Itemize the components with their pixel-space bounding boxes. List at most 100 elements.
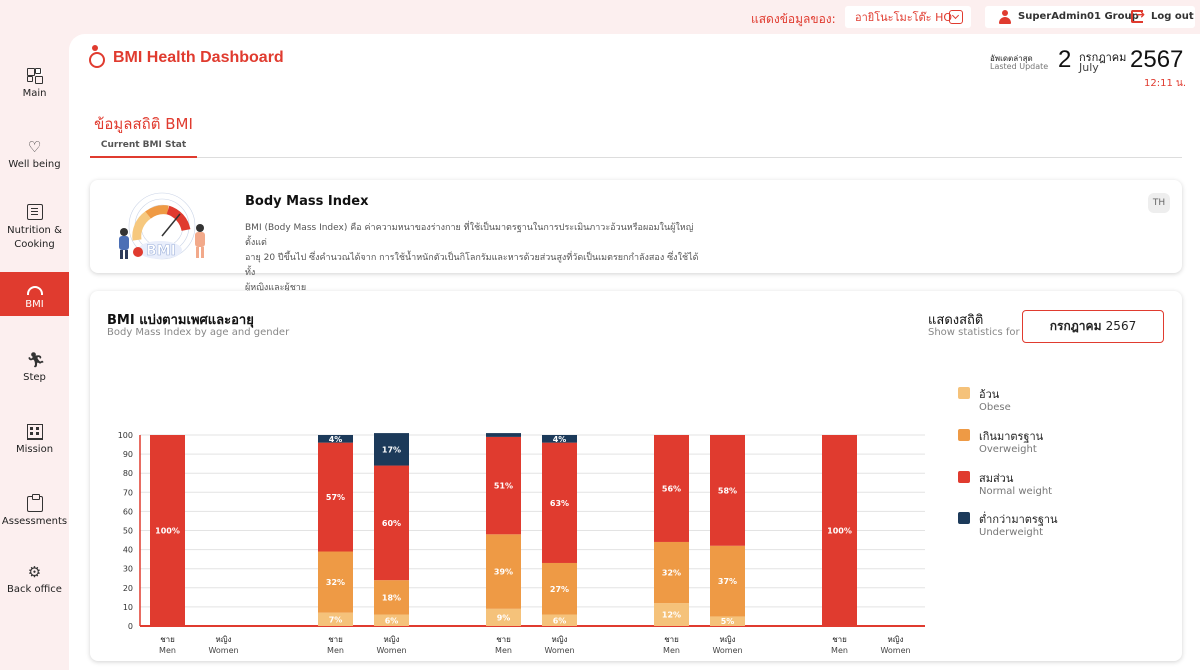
x-tick-label-en: Men <box>831 646 848 655</box>
sidebar-item-label: Nutrition & Cooking <box>7 225 62 250</box>
update-day: 2 <box>1058 46 1072 73</box>
update-year: 2567 <box>1130 46 1184 73</box>
building-icon <box>26 424 43 440</box>
data-label: 5% <box>721 617 735 626</box>
stat-label: แสดงสถิติ <box>928 313 984 328</box>
user-name[interactable]: SuperAdmin01 Group <box>1018 11 1139 22</box>
y-tick-label: 0 <box>128 622 133 631</box>
info-description: BMI (Body Mass Index) คือ ค่าความหนาของร… <box>245 221 705 296</box>
x-tick-label-en: Women <box>544 646 574 655</box>
x-tick-label-th: ชาย <box>832 635 847 644</box>
bar-segment-overweight <box>710 545 745 617</box>
bar-segment-obese <box>654 603 689 626</box>
bar-segment-overweight <box>486 534 521 609</box>
stat-sublabel: Show statistics for <box>928 327 1020 338</box>
sidebar-item-back-office[interactable]: ⚙ Back office <box>0 564 69 604</box>
clipboard-icon <box>26 494 43 512</box>
bar-segment-normal <box>150 435 185 626</box>
data-label: 57% <box>326 493 345 502</box>
tab-current-bmi-stat[interactable]: ข้อมูลสถิติ BMI Current BMI Stat <box>90 108 197 158</box>
update-time: 12:11 น. <box>1143 78 1186 89</box>
y-tick-label: 70 <box>123 488 133 497</box>
x-tick-label-en: Women <box>880 646 910 655</box>
company-select[interactable]: อายิโนะโมะโต๊ะ HO <box>845 6 971 28</box>
x-tick-label-th: หญิง <box>384 635 400 644</box>
chevron-down-icon <box>949 10 963 24</box>
y-tick-label: 90 <box>123 450 133 459</box>
legend-swatch <box>958 387 970 399</box>
data-label: 56% <box>662 484 681 493</box>
info-line: อายุ 20 ปีขึ้นไป ซึ่งคำนวณได้จาก การใช้น… <box>245 253 699 278</box>
x-tick-label-en: Men <box>327 646 344 655</box>
show-data-label: แสดงข้อมูลของ: <box>751 12 836 26</box>
data-label: 9% <box>497 613 511 622</box>
sidebar-item-step[interactable]: 🏃︎ Step <box>0 352 69 392</box>
bar-segment-obese <box>486 608 521 626</box>
data-label: 60% <box>382 519 401 528</box>
last-update-label-en: Lasted Update <box>990 62 1049 71</box>
legend-swatch <box>958 429 970 441</box>
data-label: 7% <box>329 615 343 624</box>
sidebar-item-label: BMI <box>25 299 44 310</box>
x-tick-label-th: หญิง <box>888 635 904 644</box>
data-label: 17% <box>382 445 401 454</box>
sidebar: Main ♡ Well being Nutrition & Cooking BM… <box>0 34 69 670</box>
sidebar-item-nutrition[interactable]: Nutrition & Cooking <box>0 204 69 254</box>
data-label: 18% <box>382 593 401 602</box>
sidebar-item-assessments[interactable]: Assessments <box>0 494 69 536</box>
main-content: BMI Health Dashboard อัพเดตล่าสุด Lasted… <box>69 34 1200 670</box>
bar-segment-overweight <box>318 551 353 613</box>
bar-segment-overweight <box>542 562 577 615</box>
update-month-en: July <box>1079 61 1099 74</box>
sidebar-item-label: Mission <box>15 444 54 455</box>
legend-label: สมส่วน <box>979 472 1014 485</box>
logout-button[interactable]: Log out <box>1151 11 1194 22</box>
x-tick-label-th: หญิง <box>552 635 568 644</box>
sidebar-item-label: Back office <box>7 584 62 595</box>
y-tick-label: 50 <box>123 527 133 536</box>
data-label: 4% <box>553 435 567 444</box>
data-label: 27% <box>550 585 569 594</box>
y-tick-label: 20 <box>123 584 133 593</box>
info-line: ผู้หญิงและผู้ชาย <box>245 283 307 293</box>
x-tick-label-th: หญิง <box>720 635 736 644</box>
sidebar-item-mission[interactable]: Mission <box>0 424 69 464</box>
y-tick-label: 10 <box>123 603 133 612</box>
legend-sublabel: Obese <box>979 402 1011 413</box>
tab-bar: ข้อมูลสถิติ BMI Current BMI Stat <box>90 108 1182 158</box>
illustration-text: BMI <box>146 243 176 259</box>
sidebar-item-well-being[interactable]: ♡ Well being <box>0 139 69 179</box>
bmi-stacked-bar-chart: 0 10 20 30 40 50 60 70 80 90 100 100% ชาย Men หญิง Wome… <box>118 431 925 655</box>
info-line: BMI (Body Mass Index) คือ ค่าความหนาของร… <box>245 223 694 248</box>
person-icon <box>87 45 105 68</box>
x-tick-label-en: Men <box>159 646 176 655</box>
bmi-chart-card: 0 10 20 30 40 50 60 70 80 90 100 100% ชาย Men หญิง Wome… <box>90 291 1182 661</box>
x-tick-label-th: ชาย <box>496 635 511 644</box>
data-label: 51% <box>494 482 513 491</box>
bar-segment-normal <box>486 436 521 535</box>
legend-label: ต่ำกว่ามาตรฐาน <box>979 513 1058 526</box>
bar-segment-obese <box>542 614 577 626</box>
sidebar-item-bmi[interactable]: BMI <box>0 272 69 316</box>
logout-icon[interactable] <box>1131 8 1145 23</box>
bar-segment-underweight <box>542 435 577 443</box>
gear-icon: ⚙ <box>27 563 42 581</box>
legend-sublabel: Underweight <box>979 527 1043 538</box>
running-icon: 🏃︎ <box>26 351 46 369</box>
data-label: 12% <box>662 611 681 620</box>
sidebar-item-label: Main <box>22 88 47 99</box>
language-toggle[interactable]: TH <box>1148 193 1170 213</box>
x-tick-label-en: Men <box>663 646 680 655</box>
y-tick-label: 30 <box>123 565 133 574</box>
update-month-th: กรกฎาคม <box>1079 51 1127 64</box>
data-label: 63% <box>550 499 569 508</box>
bar-segment-normal <box>710 435 745 546</box>
legend-sublabel: Overweight <box>979 444 1037 455</box>
period-select[interactable]: กรกฎาคม 2567 <box>1022 310 1164 343</box>
x-tick-label-th: ชาย <box>664 635 679 644</box>
sidebar-item-main[interactable]: Main <box>0 68 69 108</box>
last-update: อัพเดตล่าสุด Lasted Update 2 กรกฎาคม Jul… <box>960 44 1200 94</box>
data-label: 37% <box>718 577 737 586</box>
chart-subtitle: Body Mass Index by age and gender <box>107 327 290 338</box>
grid-icon <box>26 68 43 84</box>
